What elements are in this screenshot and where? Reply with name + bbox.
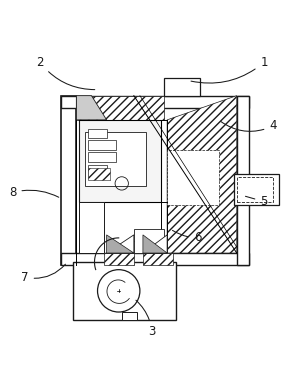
Polygon shape	[76, 95, 107, 120]
Bar	[164, 77, 200, 95]
Bar	[88, 152, 116, 162]
Text: 2: 2	[36, 56, 95, 90]
Text: 5: 5	[245, 195, 268, 208]
Bar	[88, 165, 107, 177]
Bar	[88, 129, 107, 138]
Text: 4: 4	[221, 119, 277, 132]
Polygon shape	[88, 168, 110, 181]
Bar	[122, 312, 137, 320]
Polygon shape	[143, 235, 167, 253]
Bar	[79, 120, 161, 202]
Polygon shape	[76, 95, 164, 120]
Bar	[134, 229, 164, 253]
Polygon shape	[107, 235, 134, 253]
Polygon shape	[79, 202, 104, 253]
Polygon shape	[143, 253, 173, 265]
Text: 3: 3	[136, 300, 156, 338]
Bar	[61, 95, 76, 265]
Bar	[73, 262, 176, 320]
Polygon shape	[143, 235, 167, 253]
Polygon shape	[104, 253, 134, 265]
Bar	[167, 150, 219, 204]
Bar	[61, 95, 249, 108]
Polygon shape	[107, 235, 134, 253]
Bar	[237, 177, 273, 202]
Bar	[237, 95, 249, 265]
Text: 7: 7	[21, 264, 65, 284]
Bar	[88, 139, 116, 150]
Text: 6: 6	[172, 230, 201, 244]
Text: 1: 1	[191, 56, 268, 83]
Text: 8: 8	[9, 186, 59, 199]
Bar	[234, 174, 279, 204]
Bar	[85, 132, 146, 186]
Bar	[61, 253, 249, 265]
Polygon shape	[167, 95, 237, 253]
